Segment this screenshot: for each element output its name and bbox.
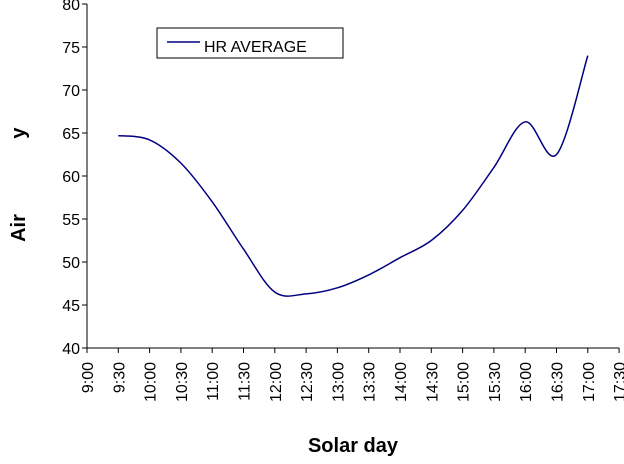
x-tick-label: 10:30 (174, 362, 191, 402)
y-tick-label: 40 (62, 341, 80, 358)
y-axis-label: Air (8, 214, 30, 242)
x-tick-label: 16:00 (518, 362, 535, 402)
y-tick-label: 55 (62, 212, 80, 229)
y-tick-label: 45 (62, 298, 80, 315)
y-tick-label: 65 (62, 126, 80, 143)
x-tick-label: 12:00 (268, 362, 285, 402)
y-tick-label: 60 (62, 169, 80, 186)
x-tick-label: 13:30 (362, 362, 379, 402)
x-tick-label: 9:00 (80, 362, 97, 393)
x-tick-label: 15:30 (487, 362, 504, 402)
x-tick-label: 11:00 (205, 362, 222, 401)
x-tick-label: 11:30 (237, 362, 254, 401)
legend-label: HR AVERAGE (204, 39, 307, 56)
x-tick-label: 9:30 (111, 362, 128, 393)
line-series (118, 55, 589, 297)
x-tick-label: 12:30 (299, 362, 316, 402)
y-tick-label: 80 (62, 0, 80, 14)
x-tick-label: 14:30 (424, 362, 441, 402)
legend (156, 27, 344, 59)
y-tick-label: 50 (62, 255, 80, 272)
x-tick-label: 17:30 (612, 362, 624, 402)
x-tick-label: 17:00 (581, 362, 598, 402)
y-axis-label: y (8, 127, 30, 139)
y-tick-label: 75 (62, 40, 80, 57)
x-tick-label: 16:30 (550, 362, 567, 402)
y-tick-label: 70 (62, 83, 80, 100)
x-tick-label: 15:00 (456, 362, 473, 402)
x-tick-label: 14:00 (393, 362, 410, 402)
x-tick-label: 13:00 (330, 362, 347, 402)
x-axis-label: Solar day (308, 435, 399, 457)
x-tick-label: 10:00 (143, 362, 160, 402)
